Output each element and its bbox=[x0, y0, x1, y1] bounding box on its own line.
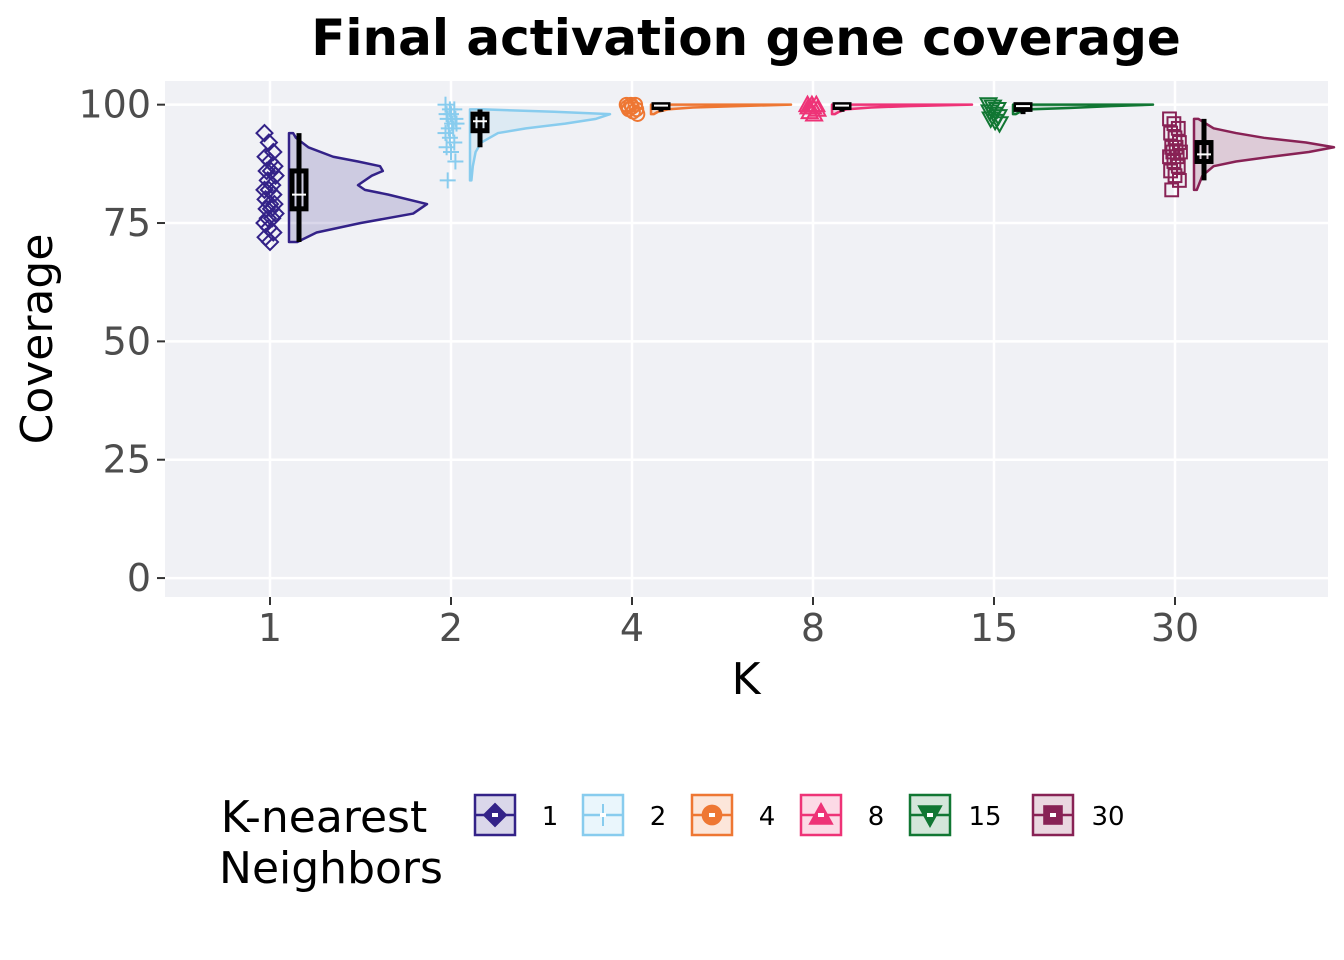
data-point-4 bbox=[629, 106, 646, 122]
data-point-30 bbox=[1164, 182, 1180, 198]
data-point-1 bbox=[255, 180, 274, 200]
legend-label-15: 15 bbox=[968, 802, 1001, 832]
density-cloud-1 bbox=[287, 131, 429, 244]
data-point-2 bbox=[439, 172, 456, 189]
box-iqr-2 bbox=[470, 111, 490, 134]
data-point-30 bbox=[1167, 168, 1183, 184]
legend-label-4: 4 bbox=[759, 802, 776, 832]
y-tick-label: 50 bbox=[103, 319, 151, 363]
data-point-1 bbox=[262, 175, 282, 195]
legend-title-line-2: Neighbors bbox=[219, 843, 443, 894]
y-axis-title: Coverage bbox=[12, 234, 63, 445]
boxplots bbox=[289, 102, 1214, 242]
density-cloud-2 bbox=[468, 108, 612, 182]
data-point-1 bbox=[260, 232, 280, 252]
data-point-1 bbox=[257, 161, 277, 181]
legend-key-15: 15 bbox=[908, 793, 1002, 837]
data-point-1 bbox=[264, 156, 284, 176]
y-tick-label: 75 bbox=[103, 201, 151, 245]
y-tick-label: 0 bbox=[127, 556, 151, 600]
density-cloud-4 bbox=[649, 103, 793, 116]
data-point-30 bbox=[1172, 173, 1187, 188]
x-tick-label: 1 bbox=[258, 606, 282, 650]
legend-key-30: 30 bbox=[1031, 793, 1125, 837]
data-point-15 bbox=[985, 113, 1005, 132]
data-point-1 bbox=[258, 208, 278, 228]
legend-keys: 1 2 4 8 15 30 bbox=[473, 793, 1125, 837]
data-point-30 bbox=[1167, 130, 1183, 146]
data-point-15 bbox=[981, 111, 1001, 129]
legend-median-8 bbox=[818, 813, 824, 817]
data-point-1 bbox=[259, 133, 279, 152]
y-tick-label: 25 bbox=[103, 438, 151, 482]
density-cloud-15 bbox=[1011, 103, 1155, 116]
legend-key-4: 4 bbox=[690, 793, 776, 837]
data-point-1 bbox=[266, 166, 285, 186]
y-tick-label: 100 bbox=[78, 83, 151, 127]
rain-points bbox=[255, 94, 1188, 252]
legend-label-2: 2 bbox=[650, 802, 667, 832]
x-tick-label: 8 bbox=[801, 606, 825, 650]
data-point-30 bbox=[1163, 163, 1178, 179]
legend-median-1 bbox=[492, 813, 498, 817]
x-tick-label: 4 bbox=[620, 606, 644, 650]
legend-median-15 bbox=[927, 813, 933, 817]
legend-key-1: 1 bbox=[473, 793, 559, 837]
legend-median-2 bbox=[600, 813, 606, 817]
x-axis-title: K bbox=[732, 654, 762, 705]
legend-label-8: 8 bbox=[868, 802, 885, 832]
box-iqr-1 bbox=[289, 168, 309, 212]
data-point-30 bbox=[1163, 125, 1178, 141]
chart-title: Final activation gene coverage bbox=[311, 9, 1181, 67]
x-axis: 1 2 4 8 15 30 bbox=[258, 597, 1199, 650]
legend: K-nearest Neighbors 1 2 4 8 15 30 bbox=[219, 792, 1124, 894]
legend-label-30: 30 bbox=[1091, 802, 1124, 832]
data-point-8 bbox=[800, 101, 820, 120]
data-point-2 bbox=[447, 153, 464, 170]
data-point-1 bbox=[266, 204, 285, 223]
density-cloud-8 bbox=[830, 103, 974, 116]
data-point-30 bbox=[1165, 144, 1181, 160]
legend-key-2: 2 bbox=[581, 793, 667, 837]
box-iqr-30 bbox=[1194, 140, 1214, 164]
data-point-30 bbox=[1162, 149, 1177, 165]
data-point-2 bbox=[443, 144, 459, 161]
data-point-30 bbox=[1170, 158, 1186, 174]
x-tick-label: 30 bbox=[1151, 606, 1199, 650]
legend-median-4 bbox=[709, 813, 715, 817]
x-tick-label: 2 bbox=[439, 606, 463, 650]
y-axis: 0 25 50 75 100 bbox=[78, 83, 165, 600]
legend-label-1: 1 bbox=[542, 802, 559, 832]
legend-key-8: 8 bbox=[799, 793, 885, 837]
data-point-30 bbox=[1166, 154, 1182, 169]
data-point-30 bbox=[1166, 116, 1182, 132]
data-point-30 bbox=[1170, 120, 1186, 136]
data-point-15 bbox=[989, 116, 1010, 134]
plot-panel bbox=[165, 81, 1328, 597]
data-point-1 bbox=[263, 223, 283, 242]
data-point-1 bbox=[255, 123, 274, 143]
data-point-8 bbox=[804, 104, 824, 122]
legend-title-line-1: K-nearest bbox=[221, 792, 427, 843]
data-point-30 bbox=[1162, 111, 1177, 127]
data-point-30 bbox=[1169, 149, 1185, 165]
gridlines bbox=[165, 81, 1328, 597]
legend-median-30 bbox=[1050, 813, 1056, 817]
x-tick-label: 15 bbox=[970, 606, 1018, 650]
